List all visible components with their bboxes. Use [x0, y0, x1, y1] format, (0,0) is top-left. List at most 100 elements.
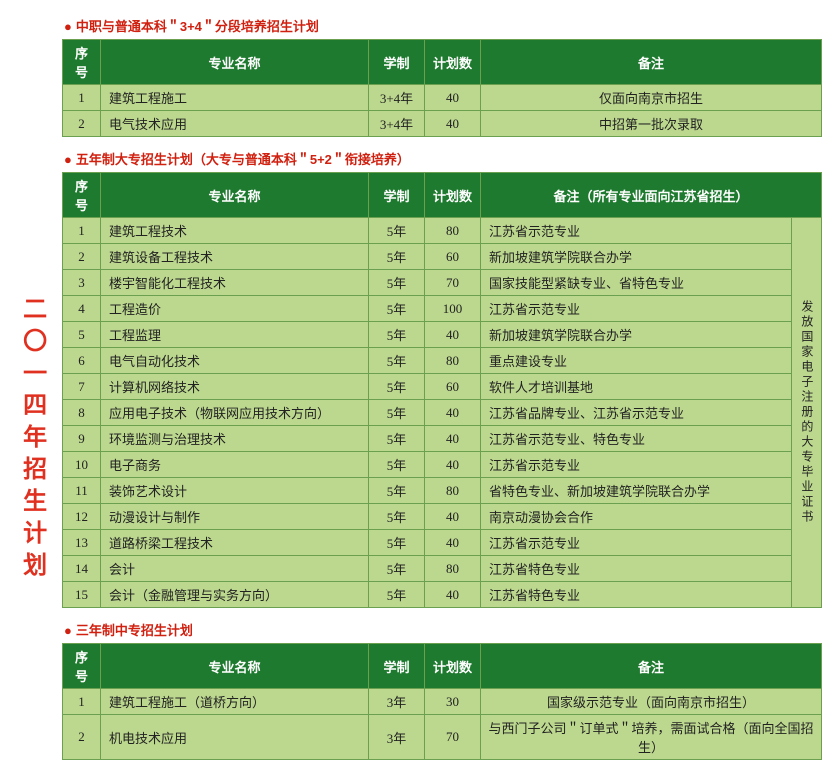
table-row: 12动漫设计与制作5年40南京动漫协会合作	[63, 504, 822, 530]
cell: 仅面向南京市招生	[481, 85, 822, 111]
cell: 7	[63, 374, 101, 400]
cell: 江苏省品牌专业、江苏省示范专业	[481, 400, 792, 426]
table-row: 6电气自动化技术5年80重点建设专业	[63, 348, 822, 374]
th-cnt: 计划数	[425, 173, 481, 218]
cell: 电气技术应用	[101, 111, 369, 137]
cell: 80	[425, 348, 481, 374]
cell: 13	[63, 530, 101, 556]
table-1: 序号 专业名称 学制 计划数 备注 1建筑工程施工3+4年40仅面向南京市招生2…	[62, 39, 822, 137]
table-row: 9环境监测与治理技术5年40江苏省示范专业、特色专业	[63, 426, 822, 452]
cell: 国家技能型紧缺专业、省特色专业	[481, 270, 792, 296]
th-idx: 序号	[63, 40, 101, 85]
cell: 40	[425, 582, 481, 608]
cell: 80	[425, 218, 481, 244]
th-name: 专业名称	[101, 644, 369, 689]
cell: 重点建设专业	[481, 348, 792, 374]
cell: 70	[425, 715, 481, 760]
cell: 5年	[369, 452, 425, 478]
cell: 建筑工程技术	[101, 218, 369, 244]
th-cnt: 计划数	[425, 40, 481, 85]
section-title-2: 五年制大专招生计划（大专与普通本科＂5+2＂衔接培养）	[64, 149, 822, 168]
table-3: 序号 专业名称 学制 计划数 备注 1建筑工程施工（道桥方向）3年30国家级示范…	[62, 643, 822, 760]
cell: 3年	[369, 689, 425, 715]
vmerge-cell: 发放国家电子注册的大专毕业证书	[791, 218, 821, 608]
cell: 建筑工程施工	[101, 85, 369, 111]
th-note: 备注（所有专业面向江苏省招生）	[481, 173, 822, 218]
cell: 工程监理	[101, 322, 369, 348]
cell: 9	[63, 426, 101, 452]
cell: 5年	[369, 478, 425, 504]
cell: 江苏省示范专业	[481, 452, 792, 478]
th-dur: 学制	[369, 40, 425, 85]
cell: 2	[63, 244, 101, 270]
table-row: 11装饰艺术设计5年80省特色专业、新加坡建筑学院联合办学	[63, 478, 822, 504]
cell: 11	[63, 478, 101, 504]
cell: 40	[425, 452, 481, 478]
cell: 1	[63, 689, 101, 715]
cell: 6	[63, 348, 101, 374]
cell: 2	[63, 111, 101, 137]
cell: 1	[63, 85, 101, 111]
table-row: 3楼宇智能化工程技术5年70国家技能型紧缺专业、省特色专业	[63, 270, 822, 296]
cell: 40	[425, 426, 481, 452]
cell: 与西门子公司＂订单式＂培养，需面试合格（面向全国招生）	[481, 715, 822, 760]
cell: 环境监测与治理技术	[101, 426, 369, 452]
cell: 会计	[101, 556, 369, 582]
th-name: 专业名称	[101, 173, 369, 218]
cell: 机电技术应用	[101, 715, 369, 760]
cell: 国家级示范专业（面向南京市招生）	[481, 689, 822, 715]
cell: 3+4年	[369, 111, 425, 137]
cell: 40	[425, 85, 481, 111]
table-row: 15会计（金融管理与实务方向）5年40江苏省特色专业	[63, 582, 822, 608]
table-row: 1建筑工程技术5年80江苏省示范专业发放国家电子注册的大专毕业证书	[63, 218, 822, 244]
cell: 8	[63, 400, 101, 426]
cell: 建筑工程施工（道桥方向）	[101, 689, 369, 715]
cell: 30	[425, 689, 481, 715]
cell: 5	[63, 322, 101, 348]
content: 中职与普通本科＂3+4＂分段培养招生计划 序号 专业名称 学制 计划数 备注 1…	[62, 10, 822, 760]
th-dur: 学制	[369, 644, 425, 689]
th-idx: 序号	[63, 644, 101, 689]
cell: 5年	[369, 296, 425, 322]
cell: 60	[425, 244, 481, 270]
cell: 电子商务	[101, 452, 369, 478]
cell: 南京动漫协会合作	[481, 504, 792, 530]
cell: 江苏省特色专业	[481, 582, 792, 608]
th-idx: 序号	[63, 173, 101, 218]
cell: 5年	[369, 556, 425, 582]
cell: 软件人才培训基地	[481, 374, 792, 400]
cell: 80	[425, 478, 481, 504]
cell: 3+4年	[369, 85, 425, 111]
table-row: 8应用电子技术（物联网应用技术方向）5年40江苏省品牌专业、江苏省示范专业	[63, 400, 822, 426]
year-banner: 二〇一四年招生计划	[10, 10, 54, 760]
cell: 60	[425, 374, 481, 400]
cell: 江苏省特色专业	[481, 556, 792, 582]
cell: 40	[425, 111, 481, 137]
cell: 12	[63, 504, 101, 530]
cell: 5年	[369, 504, 425, 530]
table-2: 序号 专业名称 学制 计划数 备注（所有专业面向江苏省招生） 1建筑工程技术5年…	[62, 172, 822, 608]
cell: 3年	[369, 715, 425, 760]
table-row: 1建筑工程施工（道桥方向）3年30国家级示范专业（面向南京市招生）	[63, 689, 822, 715]
tbody-3: 1建筑工程施工（道桥方向）3年30国家级示范专业（面向南京市招生）2机电技术应用…	[63, 689, 822, 760]
cell: 5年	[369, 270, 425, 296]
cell: 5年	[369, 530, 425, 556]
cell: 江苏省示范专业	[481, 530, 792, 556]
cell: 建筑设备工程技术	[101, 244, 369, 270]
cell: 1	[63, 218, 101, 244]
th-note: 备注	[481, 644, 822, 689]
th-note: 备注	[481, 40, 822, 85]
cell: 计算机网络技术	[101, 374, 369, 400]
cell: 5年	[369, 582, 425, 608]
th-cnt: 计划数	[425, 644, 481, 689]
cell: 15	[63, 582, 101, 608]
table-row: 2电气技术应用3+4年40中招第一批次录取	[63, 111, 822, 137]
tbody-2: 1建筑工程技术5年80江苏省示范专业发放国家电子注册的大专毕业证书2建筑设备工程…	[63, 218, 822, 608]
cell: 5年	[369, 374, 425, 400]
section-title-3: 三年制中专招生计划	[64, 620, 822, 639]
table-row: 13道路桥梁工程技术5年40江苏省示范专业	[63, 530, 822, 556]
table-row: 10电子商务5年40江苏省示范专业	[63, 452, 822, 478]
banner-text: 二〇一四年招生计划	[10, 296, 53, 584]
cell: 5年	[369, 244, 425, 270]
section-title-1: 中职与普通本科＂3+4＂分段培养招生计划	[64, 16, 822, 35]
